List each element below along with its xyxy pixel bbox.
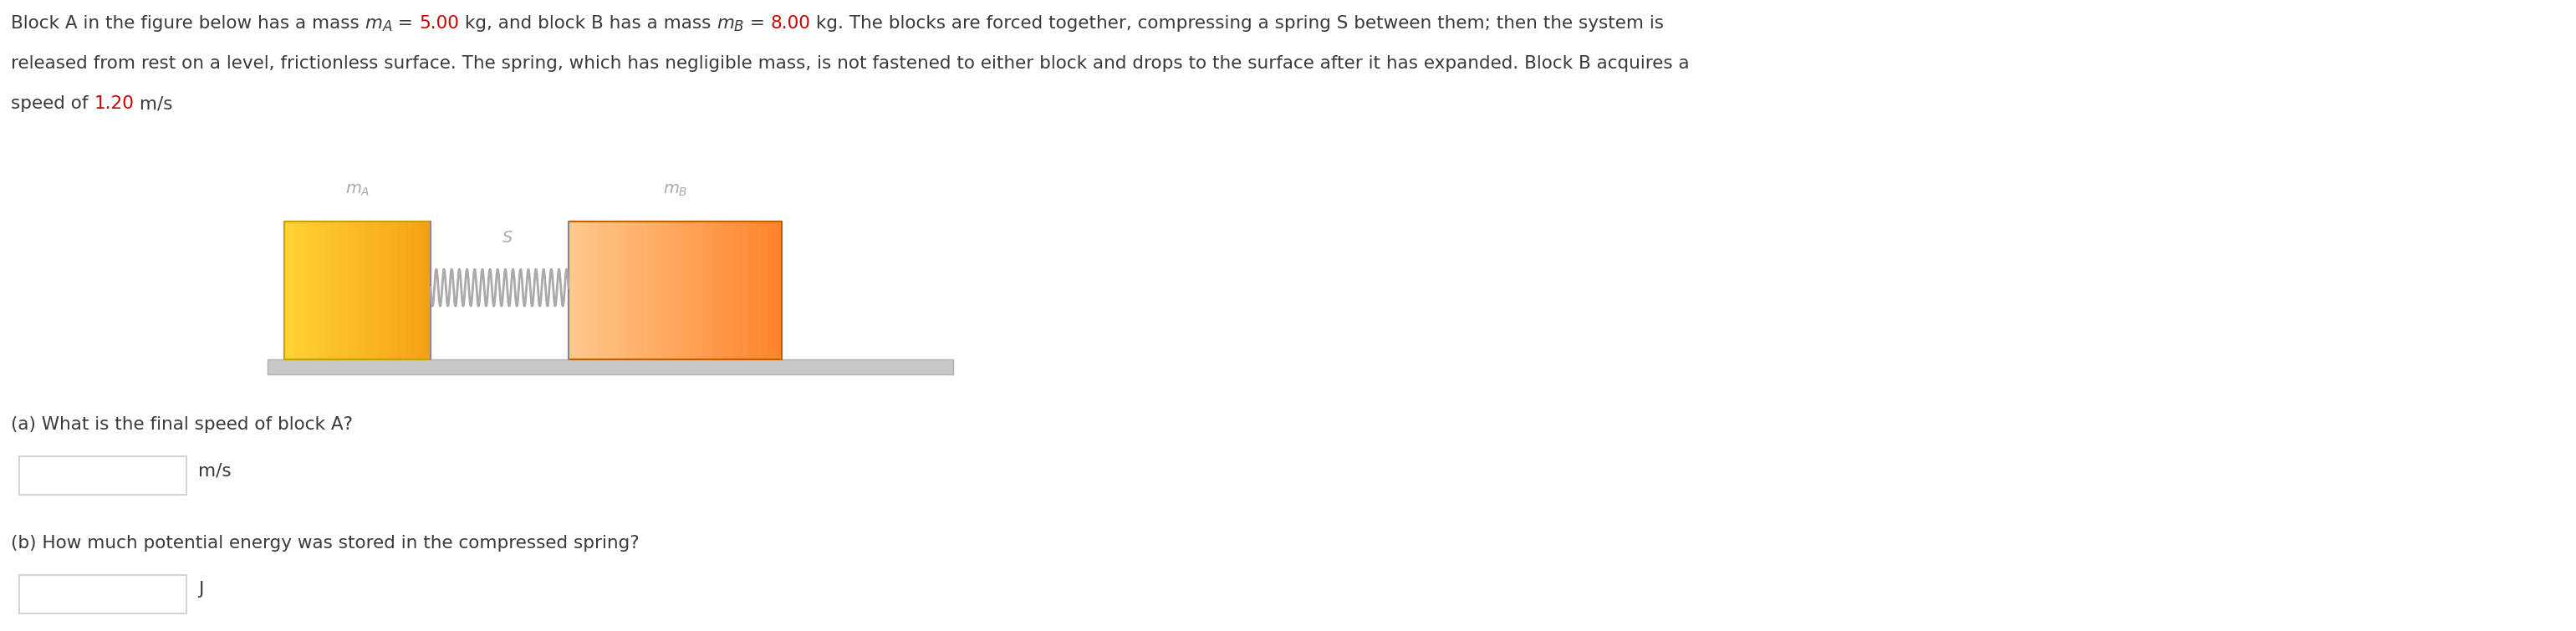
Bar <box>368 221 374 360</box>
Bar <box>747 221 755 360</box>
Bar <box>611 221 618 360</box>
Bar <box>634 221 641 360</box>
Text: Block A in the figure below has a mass: Block A in the figure below has a mass <box>10 15 366 32</box>
Bar <box>739 221 747 360</box>
Bar <box>319 221 325 360</box>
Bar <box>719 221 726 360</box>
Bar <box>690 221 698 360</box>
Bar <box>415 221 422 360</box>
Bar <box>425 221 430 360</box>
Bar <box>358 221 363 360</box>
Bar <box>386 221 392 360</box>
Text: A: A <box>384 19 392 34</box>
Text: speed of: speed of <box>10 95 93 112</box>
Text: m: m <box>366 15 384 32</box>
Bar <box>683 221 690 360</box>
Bar <box>582 221 590 360</box>
Text: S: S <box>502 230 513 246</box>
Bar <box>639 221 647 360</box>
Bar <box>327 221 335 360</box>
Text: released from rest on a level, frictionless surface. The spring, which has negli: released from rest on a level, frictionl… <box>10 55 1690 72</box>
Text: 1.20: 1.20 <box>93 95 134 112</box>
Bar <box>294 221 299 360</box>
Bar <box>626 221 634 360</box>
Bar <box>760 221 768 360</box>
Bar <box>618 221 626 360</box>
Text: $m_A$: $m_A$ <box>345 182 371 198</box>
Bar <box>304 221 309 360</box>
Bar <box>289 221 294 360</box>
Bar <box>337 221 343 360</box>
Bar <box>314 221 319 360</box>
Text: J: J <box>198 581 204 598</box>
Bar <box>711 221 719 360</box>
Bar <box>363 221 368 360</box>
Text: kg. The blocks are forced together, compressing a spring S between them; then th: kg. The blocks are forced together, comp… <box>811 15 1664 32</box>
Bar <box>412 221 417 360</box>
Bar <box>348 221 353 360</box>
Bar <box>768 221 775 360</box>
Bar <box>332 221 340 360</box>
Bar <box>732 221 739 360</box>
Text: =: = <box>392 15 420 32</box>
Bar <box>402 221 407 360</box>
Text: (b) How much potential energy was stored in the compressed spring?: (b) How much potential energy was stored… <box>10 535 639 551</box>
Bar <box>325 221 330 360</box>
Text: 8.00: 8.00 <box>770 15 811 32</box>
Bar <box>376 221 384 360</box>
Bar <box>590 221 598 360</box>
Bar <box>662 221 670 360</box>
Bar <box>724 221 732 360</box>
Text: B: B <box>734 19 744 34</box>
Bar <box>598 221 605 360</box>
Bar <box>696 221 703 360</box>
Bar <box>703 221 711 360</box>
Bar <box>283 221 430 360</box>
Bar <box>775 221 783 360</box>
Bar <box>752 221 762 360</box>
Bar <box>343 221 348 360</box>
Text: kg, and block B has a mass: kg, and block B has a mass <box>459 15 716 32</box>
Bar <box>18 456 185 495</box>
Bar <box>397 221 402 360</box>
Bar <box>299 221 304 360</box>
Bar <box>371 221 379 360</box>
Text: m/s: m/s <box>134 95 173 112</box>
Bar <box>392 221 397 360</box>
Bar <box>381 221 386 360</box>
Bar <box>654 221 662 360</box>
Text: $m_B$: $m_B$ <box>662 182 688 198</box>
Bar <box>268 360 953 374</box>
Bar <box>605 221 613 360</box>
Bar <box>309 221 314 360</box>
Bar <box>675 221 683 360</box>
Bar <box>18 575 185 613</box>
Text: (a) What is the final speed of block A?: (a) What is the final speed of block A? <box>10 416 353 433</box>
Bar <box>647 221 654 360</box>
Bar <box>574 221 585 360</box>
Bar <box>283 221 291 360</box>
Bar <box>353 221 358 360</box>
Bar <box>569 221 577 360</box>
Text: m: m <box>716 15 734 32</box>
Bar <box>667 221 675 360</box>
Bar <box>420 221 428 360</box>
Bar <box>407 221 412 360</box>
Text: 5.00: 5.00 <box>420 15 459 32</box>
Text: =: = <box>744 15 770 32</box>
Text: m/s: m/s <box>198 463 232 480</box>
Bar <box>569 221 781 360</box>
